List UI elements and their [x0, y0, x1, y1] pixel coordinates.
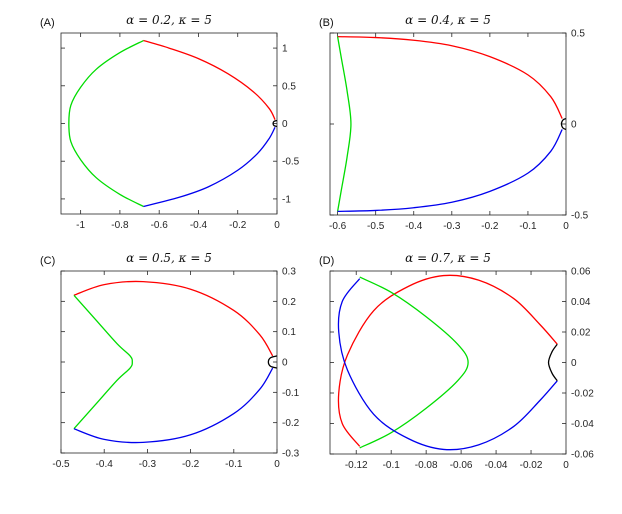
x-tick-label: -0.2 [229, 220, 247, 231]
y-tick-label: -0.06 [571, 450, 594, 461]
x-tick-label: 0 [274, 459, 280, 470]
x-tick-label: 0 [563, 221, 569, 232]
y-tick-label: 1 [282, 44, 288, 55]
series-curve-0 [73, 280, 274, 357]
x-tick-label: 0 [563, 460, 569, 471]
y-tick-label: -0.02 [571, 389, 594, 400]
x-tick-label: -0.6 [151, 220, 169, 231]
panel-label: (B) [319, 17, 334, 29]
series-curve-2 [337, 278, 558, 451]
y-tick-label: 0.5 [282, 81, 296, 92]
plot-frame [60, 270, 278, 454]
chart-title: α = 0.4, κ = 5 [405, 13, 491, 27]
x-tick-label: -0.4 [96, 459, 114, 470]
x-tick-label: -0.2 [481, 221, 499, 232]
chart-panel-a: (A) α = 0.2, κ = 5 -1 -0.8 -0.6 -0.4 -0.2 0 1 0.5… [40, 13, 300, 231]
x-tick-label: -0.8 [111, 220, 129, 231]
x-tick-label: -0.04 [485, 460, 508, 471]
x-tick-label: -0.06 [450, 460, 473, 471]
series-curve-3 [560, 117, 567, 131]
chart-title: α = 0.7, κ = 5 [405, 251, 491, 265]
series-curve-1 [336, 36, 352, 212]
y-tick-label: 0.04 [571, 297, 591, 308]
x-tick-label: -0.08 [415, 460, 438, 471]
y-tick-label: 0.02 [571, 328, 591, 339]
series-curve-2 [73, 367, 274, 444]
x-tick-label: -1 [76, 220, 85, 231]
y-tick-label: -1 [282, 194, 291, 205]
panel-label: (D) [319, 255, 334, 267]
y-tick-label: 0 [282, 119, 288, 130]
plot-frame [329, 270, 567, 455]
y-tick-label: -0.5 [282, 157, 300, 168]
chart-panel-c: (C) α = 0.5, κ = 5 -0.5 -0.4 -0.3 -0.2 -0.1 0 0.… [40, 251, 300, 470]
y-tick-label: 0.1 [282, 327, 296, 338]
plot-frame [329, 32, 567, 216]
y-tick-label: 0 [282, 358, 288, 369]
panel-label: (A) [40, 17, 55, 29]
series-curve-0 [143, 39, 276, 121]
y-tick-label: -0.2 [282, 418, 300, 429]
panel-label: (C) [40, 255, 55, 267]
x-tick-label: -0.2 [182, 459, 200, 470]
series-curve-1 [359, 276, 469, 449]
y-tick-label: 0 [571, 120, 577, 131]
x-tick-label: -0.1 [225, 459, 243, 470]
x-tick-label: -0.12 [345, 460, 368, 471]
x-tick-label: -0.4 [190, 220, 208, 231]
series-curve-3 [267, 355, 278, 369]
x-tick-label: -0.02 [520, 460, 543, 471]
chart-title: α = 0.2, κ = 5 [126, 13, 212, 27]
plot-frame [60, 32, 278, 215]
x-tick-label: -0.4 [405, 221, 423, 232]
series-curve-3 [547, 343, 558, 382]
y-tick-label: 0 [571, 358, 577, 369]
x-tick-label: -0.6 [329, 221, 347, 232]
x-tick-label: -0.5 [52, 459, 70, 470]
x-tick-label: 0 [274, 220, 280, 231]
y-tick-label: -0.3 [282, 449, 300, 460]
x-tick-label: -0.3 [443, 221, 461, 232]
y-tick-label: 0.06 [571, 267, 591, 278]
series-curve-1 [68, 39, 144, 208]
x-tick-label: -0.3 [139, 459, 157, 470]
y-tick-label: -0.5 [571, 211, 589, 222]
series-curve-0 [337, 35, 563, 119]
chart-panel-d: (D) α = 0.7, κ = 5 -0.12 -0.1 -0.08 -0.06 -0.0… [319, 251, 594, 471]
y-tick-label: 0.3 [282, 267, 296, 278]
series-curve-2 [143, 126, 276, 208]
series-curve-3 [272, 119, 278, 128]
series-curve-0 [337, 274, 558, 447]
chart-panel-b: (B) α = 0.4, κ = 5 -0.6 -0.5 -0.4 -0.3 -0.2 -0.… [319, 13, 589, 232]
y-tick-label: -0.1 [282, 388, 300, 399]
x-tick-label: -0.5 [367, 221, 385, 232]
y-tick-label: -0.04 [571, 419, 594, 430]
y-tick-label: 0.5 [571, 29, 585, 40]
x-tick-label: -0.1 [519, 221, 537, 232]
x-tick-label: -0.1 [383, 460, 401, 471]
series-curve-1 [73, 294, 133, 430]
chart-title: α = 0.5, κ = 5 [126, 251, 212, 265]
y-tick-label: 0.2 [282, 297, 296, 308]
series-curve-2 [337, 129, 563, 213]
